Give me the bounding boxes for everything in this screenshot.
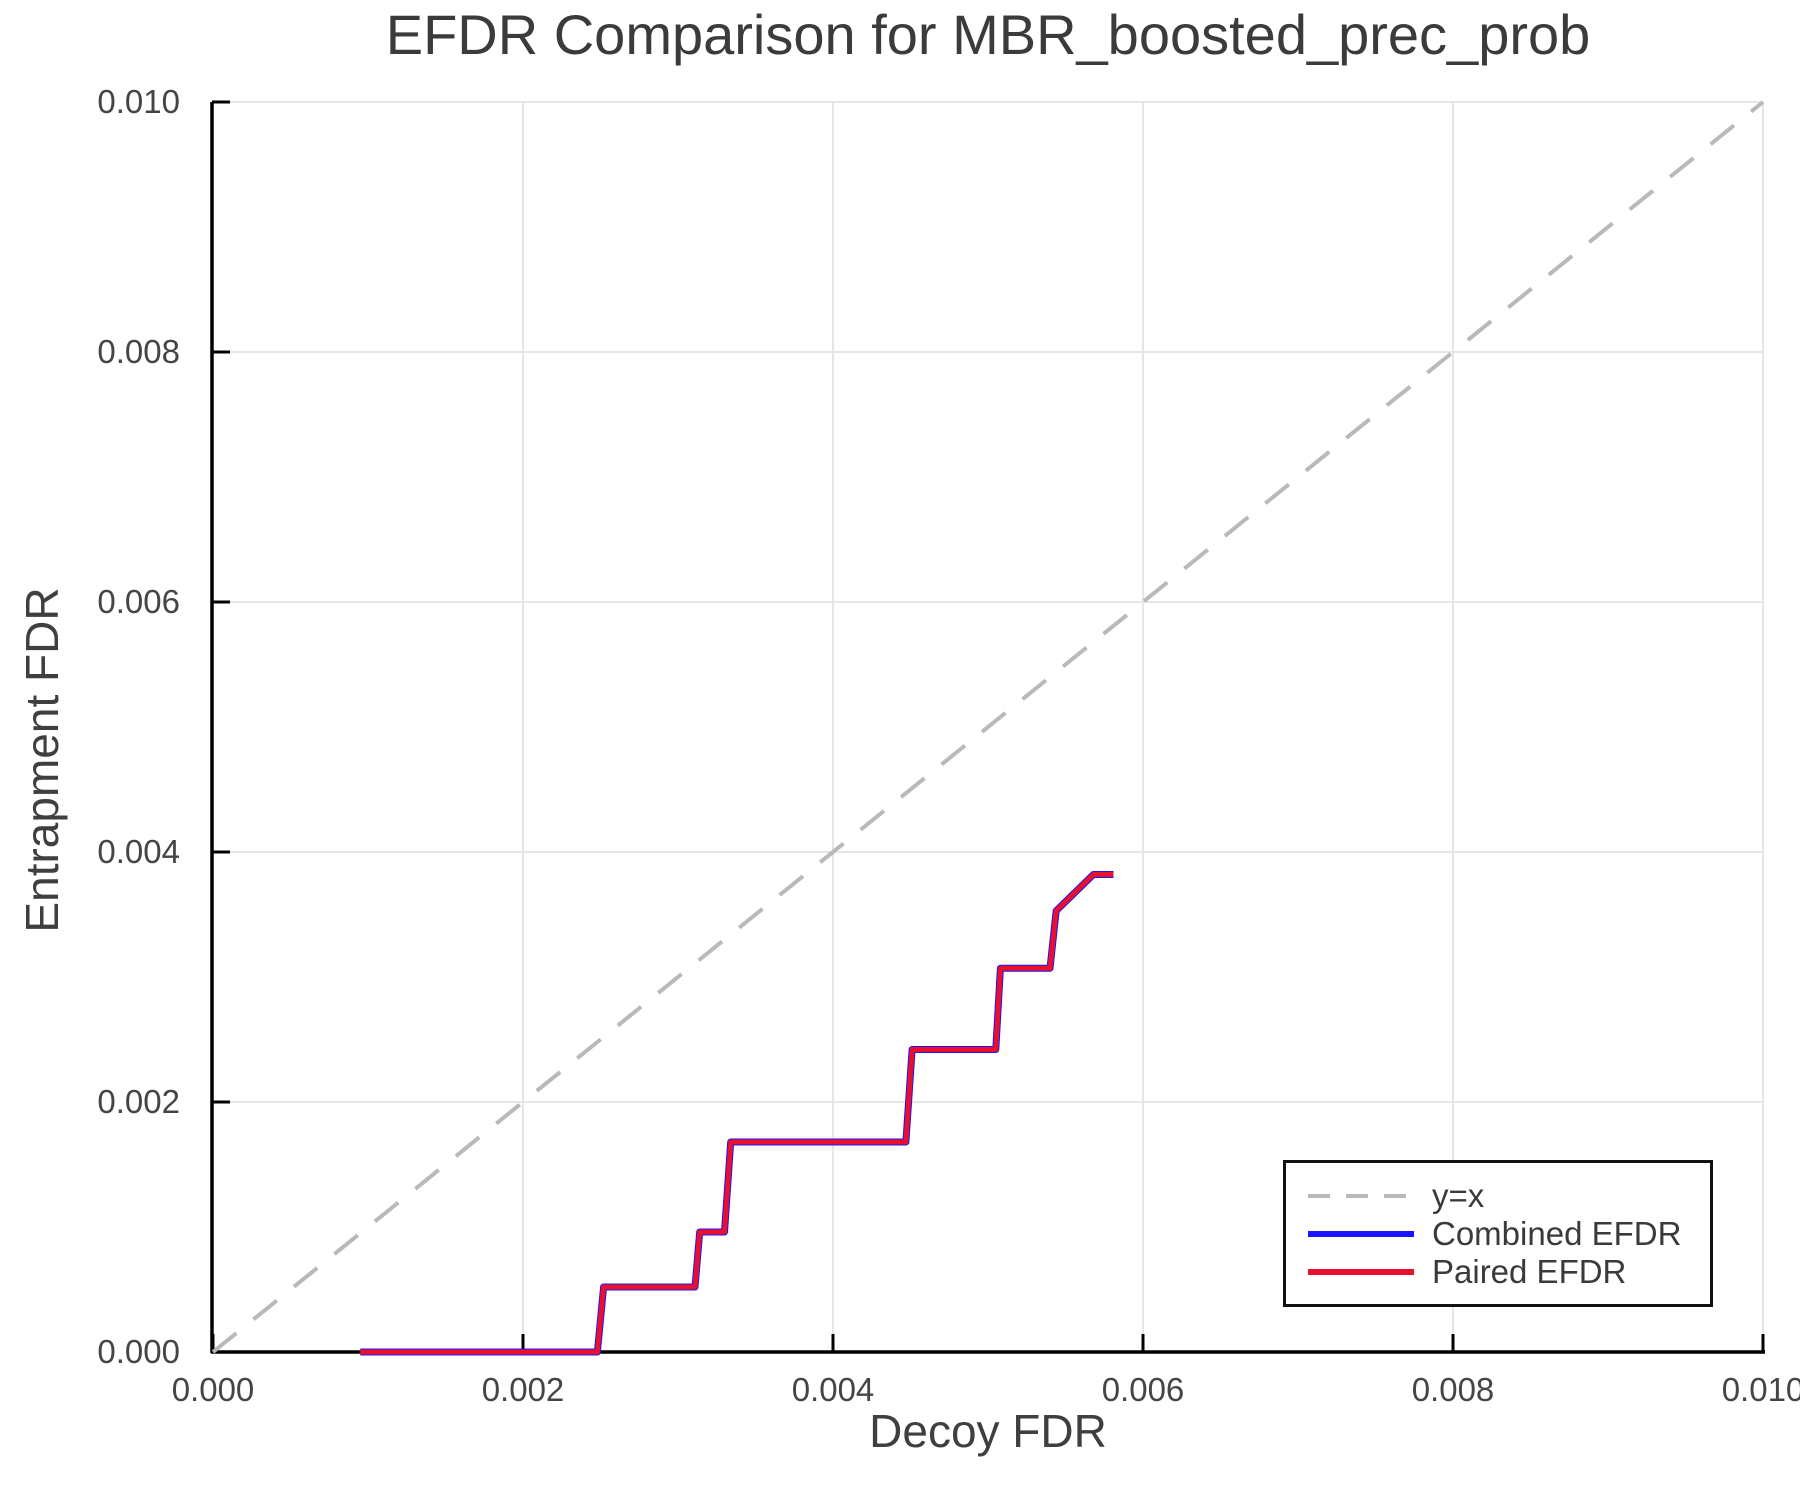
y-tick-label: 0.008 — [97, 333, 180, 370]
series-paired-efdr — [360, 872, 1114, 1355]
x-tick-label: 0.000 — [171, 1371, 255, 1408]
series-y-x — [211, 100, 1765, 1354]
chart-title: EFDR Comparison for MBR_boosted_prec_pro… — [385, 3, 1591, 66]
y-tick-label: 0.010 — [97, 83, 180, 120]
y-axis-label: Entrapment FDR — [16, 587, 68, 933]
legend-line-sample — [1308, 1231, 1414, 1237]
legend: y=x Combined EFDR Paired EFDR — [1283, 1160, 1713, 1307]
x-tick-label: 0.008 — [1411, 1371, 1495, 1408]
legend-item-y-x: y=x — [1306, 1177, 1710, 1215]
x-axis-label: Decoy FDR — [869, 1405, 1107, 1457]
legend-line-sample — [1308, 1194, 1414, 1198]
legend-label: Combined EFDR — [1432, 1215, 1682, 1252]
legend-label: y=x — [1432, 1177, 1485, 1214]
legend-line-sample — [1308, 1269, 1414, 1275]
legend-item-combined-efdr: Combined EFDR — [1306, 1215, 1710, 1253]
y-tick-label: 0.006 — [97, 583, 180, 620]
y-tick-label: 0.000 — [97, 1333, 180, 1370]
x-tick-label: 0.002 — [481, 1371, 565, 1408]
y-tick-label: 0.004 — [97, 833, 180, 870]
x-tick-label: 0.010 — [1721, 1371, 1800, 1408]
y-tick-label: 0.002 — [97, 1083, 180, 1120]
series-combined-efdr — [360, 871, 1114, 1356]
x-tick-label: 0.004 — [791, 1371, 875, 1408]
legend-item-paired-efdr: Paired EFDR — [1306, 1253, 1710, 1291]
legend-label: Paired EFDR — [1432, 1253, 1627, 1290]
x-tick-label: 0.006 — [1101, 1371, 1185, 1408]
